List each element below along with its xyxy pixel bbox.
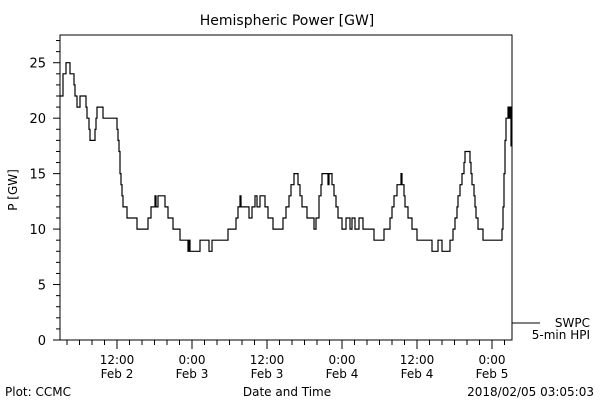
x-tick-label-time: 0:00	[179, 353, 206, 367]
y-tick-label: 15	[29, 168, 46, 183]
hpi-series-line	[60, 62, 512, 252]
x-tick-label-time: 12:00	[100, 353, 135, 367]
y-tick-label: 5	[38, 279, 46, 294]
x-tick-label-date: Feb 4	[401, 367, 434, 381]
y-axis: 0 5 10 15 20 25	[29, 40, 60, 349]
series-layer	[60, 62, 512, 252]
y-tick-label: 20	[29, 112, 46, 127]
x-tick-label-time: 12:00	[400, 353, 435, 367]
x-tick-label-date: Feb 4	[326, 367, 359, 381]
x-tick-label-date: Feb 3	[176, 367, 209, 381]
y-axis-label: P [GW]	[6, 169, 20, 211]
x-tick-label-date: Feb 5	[476, 367, 509, 381]
legend-label-swpc: SWPC	[555, 316, 590, 330]
x-tick-label-time: 0:00	[479, 353, 506, 367]
x-axis-label: Date and Time	[243, 385, 331, 399]
legend-label-hpi: 5-min HPI	[532, 328, 590, 342]
x-tick-label-date: Feb 3	[251, 367, 284, 381]
chart-title: Hemispheric Power [GW]	[200, 13, 375, 29]
x-tick-label-time: 12:00	[250, 353, 285, 367]
y-tick-label: 10	[29, 223, 46, 238]
y-tick-label: 0	[38, 334, 46, 349]
plot-timestamp: 2018/02/05 03:05:03	[467, 385, 594, 399]
plot-credit: Plot: CCMC	[5, 385, 71, 399]
y-tick-label: 25	[29, 57, 46, 72]
x-tick-label-date: Feb 2	[101, 367, 134, 381]
x-tick-label-time: 0:00	[329, 353, 356, 367]
plot-frame	[59, 34, 513, 341]
legend: SWPC 5-min HPI	[512, 316, 590, 342]
